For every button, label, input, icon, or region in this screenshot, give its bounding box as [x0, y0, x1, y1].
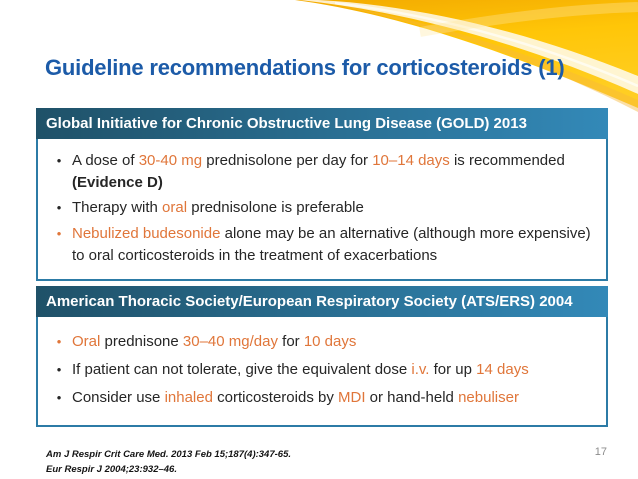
bullet-list: • A dose of 30-40 mg prednisolone per day…: [36, 139, 608, 281]
list-item: • Oral prednisone 30–40 mg/day for 10 day…: [46, 331, 596, 353]
bullet-text: Consider use inhaled corticosteroids by …: [72, 389, 519, 407]
slide-title: Guideline recommendations for corticoste…: [45, 54, 565, 80]
bullet-text: Nebulized budesonide alone may be an alt…: [72, 224, 591, 264]
list-item: • Consider use inhaled corticosteroids by…: [46, 387, 596, 409]
bullet-text: If patient can not tolerate, give the eq…: [72, 361, 529, 379]
box-header: Global Initiative for Chronic Obstructiv…: [36, 108, 608, 139]
bullet-text: A dose of 30-40 mg prednisolone per day …: [72, 152, 565, 192]
bullet-text: Therapy with oral prednisolone is prefer…: [72, 199, 364, 217]
guideline-boxes: Global Initiative for Chronic Obstructiv…: [36, 108, 608, 432]
guideline-box: American Thoracic Society/European Respi…: [36, 285, 608, 427]
citations: Am J Respir Crit Care Med. 2013 Feb 15;1…: [46, 448, 291, 477]
list-item: • If patient can not tolerate, give the e…: [46, 359, 596, 381]
bullet-dot: •: [56, 225, 62, 241]
bullet-dot: •: [56, 153, 62, 168]
bullet-list: • Oral prednisone 30–40 mg/day for 10 day…: [36, 316, 608, 427]
bullet-dot: •: [56, 200, 62, 216]
citation-line-1: Am J Respir Crit Care Med. 2013 Feb 15;1…: [46, 449, 291, 460]
bullet-dot: •: [56, 390, 62, 406]
citation-line-2: Eur Respir J 2004;23:932–46.: [46, 463, 177, 475]
list-item: • Therapy with oral prednisolone is prefe…: [46, 197, 596, 219]
bullet-text: Oral prednisone 30–40 mg/day for 10 days: [72, 332, 357, 350]
page-number: 17: [594, 446, 607, 458]
bullet-dot: •: [56, 333, 62, 349]
box-header: American Thoracic Society/European Respi…: [36, 285, 608, 317]
bullet-dot: •: [56, 362, 62, 378]
list-item: • A dose of 30-40 mg prednisolone per day…: [46, 150, 596, 194]
guideline-box: Global Initiative for Chronic Obstructiv…: [36, 108, 608, 281]
list-item: • Nebulized budesonide alone may be an al…: [46, 223, 596, 267]
